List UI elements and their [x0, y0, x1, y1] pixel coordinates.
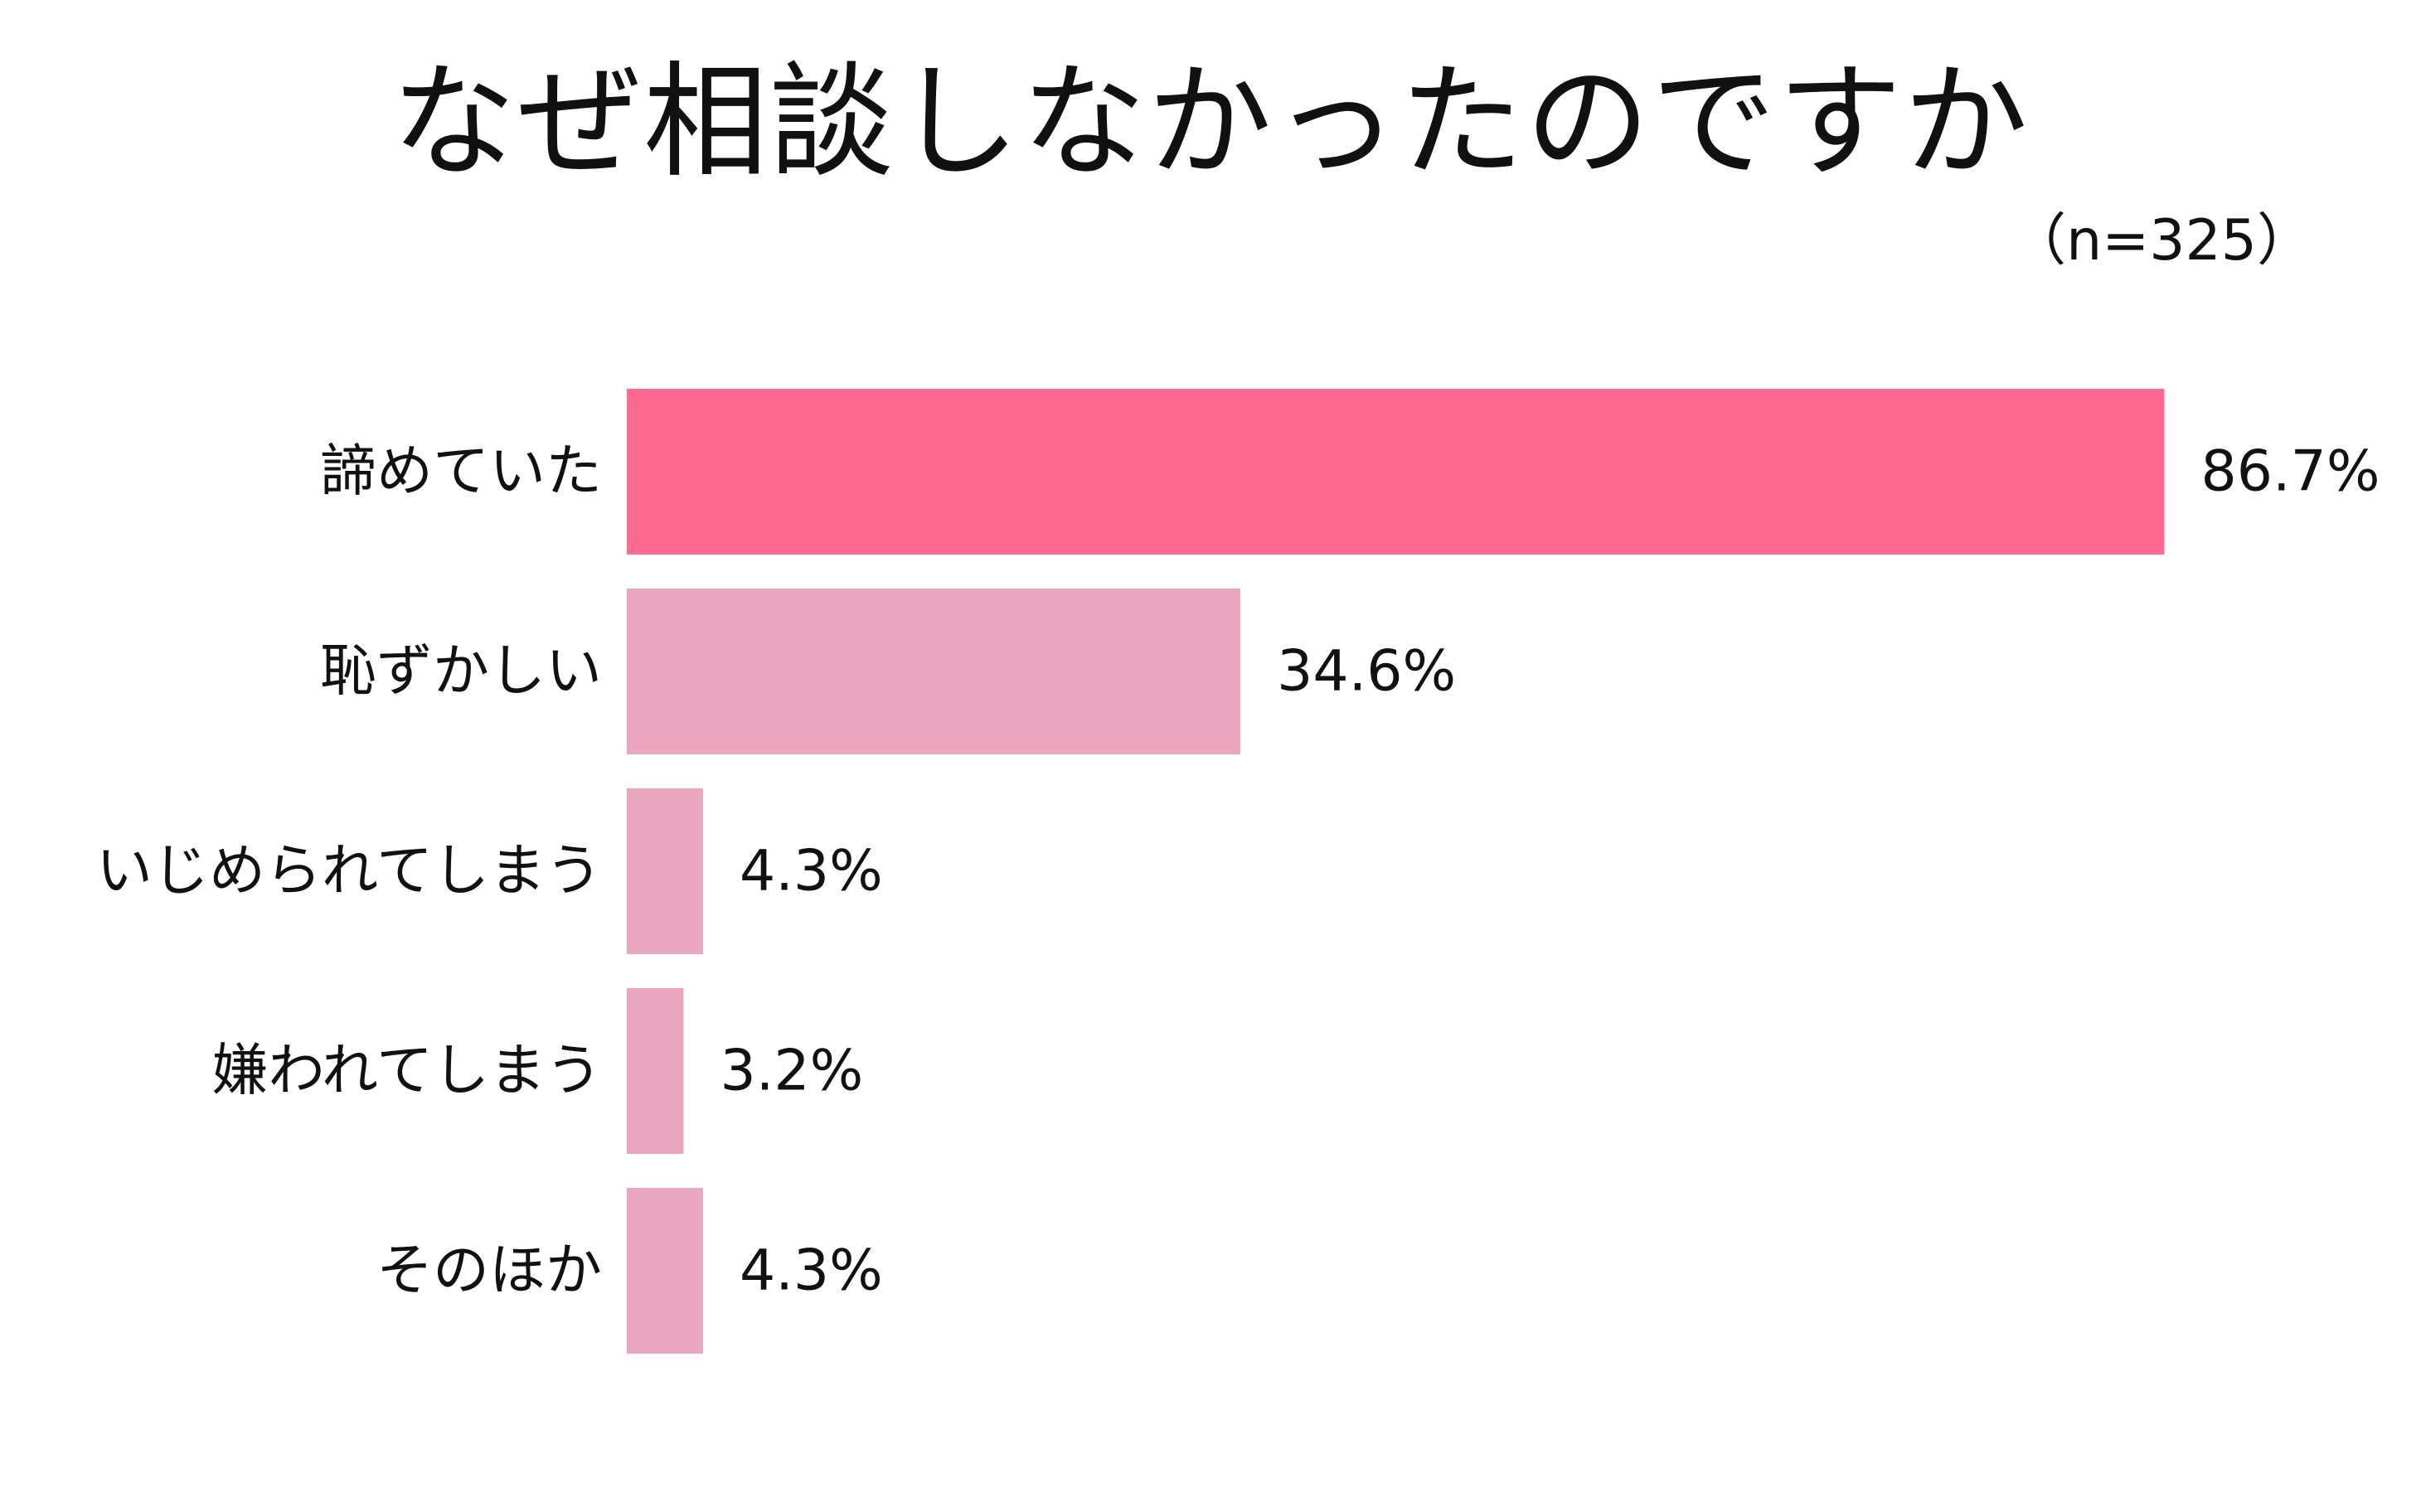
- chart-title: なぜ相談しなかったのですか: [391, 51, 2030, 195]
- category-label-4: 嫌われてしまう: [211, 1039, 602, 1104]
- category-label-3: いじめられてしまう: [96, 839, 602, 904]
- bar-5: [627, 1188, 703, 1354]
- category-label-1: 諦めていた: [320, 439, 602, 505]
- bar-4: [627, 988, 684, 1154]
- bar-1: [627, 389, 2165, 555]
- value-label-3: 4.3%: [740, 839, 883, 904]
- sample-size-note: （n=325）: [2010, 208, 2313, 274]
- value-label-5: 4.3%: [740, 1238, 883, 1304]
- value-label-1: 86.7%: [2201, 439, 2380, 505]
- bar-3: [627, 788, 703, 954]
- category-label-5: そのほか: [376, 1238, 602, 1304]
- value-label-2: 34.6%: [1277, 639, 1456, 705]
- bar-2: [627, 589, 1241, 754]
- value-label-4: 3.2%: [720, 1039, 863, 1104]
- category-label-2: 恥ずかしい: [320, 639, 602, 705]
